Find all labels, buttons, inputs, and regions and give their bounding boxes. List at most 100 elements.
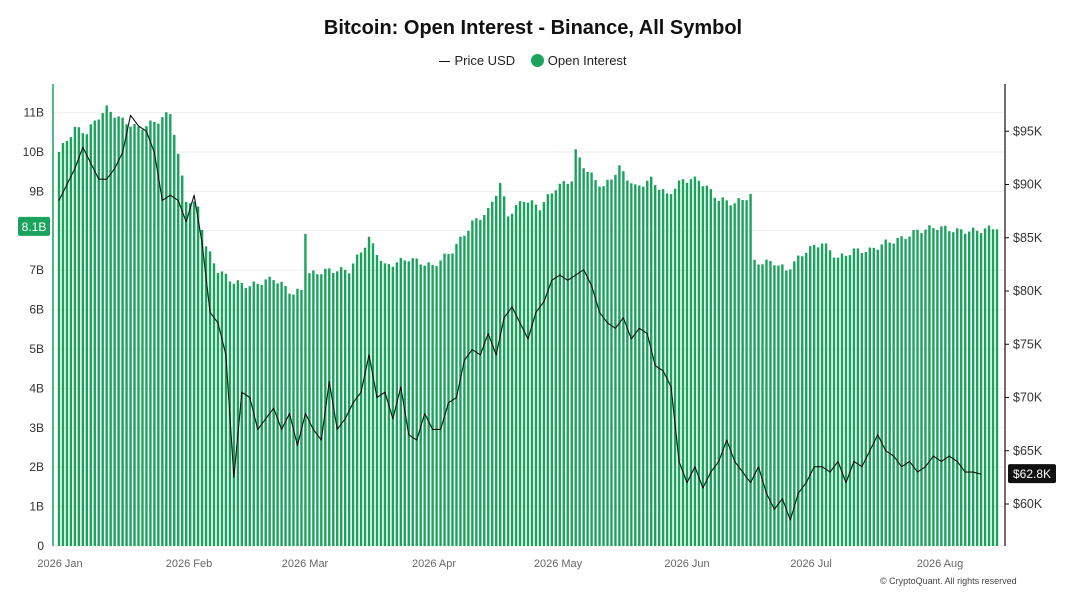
oi-bar bbox=[650, 176, 653, 546]
oi-bar bbox=[184, 201, 188, 547]
oi-bar bbox=[69, 137, 73, 546]
oi-bar bbox=[483, 215, 486, 546]
oi-bar bbox=[896, 237, 899, 547]
oi-bar bbox=[920, 233, 923, 546]
oi-bar bbox=[864, 251, 868, 546]
oi-bar bbox=[781, 264, 784, 546]
oi-bar bbox=[713, 197, 717, 546]
oi-bar bbox=[884, 239, 887, 546]
oi-bar bbox=[399, 257, 403, 546]
oi-bar bbox=[463, 235, 466, 546]
oi-bar bbox=[97, 119, 100, 546]
oi-bar bbox=[332, 272, 335, 546]
oi-bar bbox=[828, 250, 832, 547]
oi-bar bbox=[697, 180, 701, 546]
y-left-tick-label: 0 bbox=[37, 539, 44, 553]
oi-bar bbox=[435, 266, 438, 546]
oi-bar bbox=[757, 264, 760, 546]
oi-bar bbox=[518, 201, 522, 546]
oi-bar bbox=[137, 126, 140, 546]
oi-bar bbox=[681, 179, 685, 546]
oi-bar bbox=[717, 200, 720, 546]
oi-bar bbox=[975, 230, 979, 547]
oi-bar bbox=[506, 216, 510, 546]
x-tick-label: 2026 Aug bbox=[917, 558, 964, 570]
oi-bar bbox=[948, 231, 951, 547]
oi-bar bbox=[872, 247, 875, 546]
oi-bar bbox=[284, 286, 287, 546]
oi-bar bbox=[912, 230, 915, 546]
oi-bar bbox=[924, 229, 927, 546]
oi-bar bbox=[232, 283, 236, 546]
oi-bar bbox=[562, 181, 565, 547]
oi-bar bbox=[355, 254, 359, 547]
x-tick-label: 2026 Feb bbox=[166, 558, 212, 570]
oi-bar bbox=[876, 249, 879, 546]
oi-bar bbox=[944, 225, 947, 547]
oi-bar bbox=[169, 114, 172, 546]
oi-bar bbox=[359, 252, 363, 546]
oi-bar bbox=[848, 255, 852, 547]
oi-bar bbox=[956, 228, 959, 546]
oi-bar bbox=[431, 264, 434, 546]
legend-item-price[interactable]: Price USD bbox=[439, 53, 515, 68]
oi-bar bbox=[161, 117, 164, 547]
price-line bbox=[58, 114, 982, 521]
oi-bar bbox=[502, 196, 506, 547]
oi-bar bbox=[439, 260, 442, 546]
oi-bar bbox=[57, 152, 61, 546]
oi-bar bbox=[753, 259, 756, 546]
oi-bar bbox=[709, 189, 713, 546]
oi-bar bbox=[987, 225, 991, 546]
oi-bar bbox=[558, 183, 561, 546]
oi-bar bbox=[165, 112, 168, 546]
oi-bar bbox=[840, 253, 844, 547]
oi-bar bbox=[983, 228, 987, 547]
y-right-tick-label: $75K bbox=[1013, 337, 1043, 351]
oi-bar bbox=[773, 265, 776, 546]
oi-bar bbox=[936, 229, 939, 546]
dot-marker-icon bbox=[530, 54, 544, 68]
oi-bar bbox=[177, 153, 180, 546]
y-right-tick-label: $60K bbox=[1013, 497, 1043, 511]
oi-bar bbox=[61, 142, 65, 546]
price-line-layer bbox=[58, 114, 982, 521]
oi-bar bbox=[892, 243, 895, 546]
y-left-tick-label: 7B bbox=[29, 263, 44, 277]
oi-bar bbox=[204, 246, 208, 546]
oi-bar bbox=[244, 288, 248, 546]
y-left-tick-label: 2B bbox=[29, 460, 44, 474]
oi-bar bbox=[89, 124, 92, 546]
oi-bar bbox=[832, 257, 836, 546]
oi-bar bbox=[495, 195, 498, 547]
oi-bar bbox=[212, 263, 216, 546]
oi-bar bbox=[312, 270, 315, 546]
chart-legend: Price USD Open Interest bbox=[0, 52, 1066, 68]
oi-bar bbox=[419, 264, 422, 546]
oi-bar bbox=[379, 260, 383, 546]
y-left-tick-label: 11B bbox=[24, 106, 44, 120]
oi-bar bbox=[618, 165, 621, 546]
oi-bar bbox=[570, 181, 573, 546]
oi-bar bbox=[928, 225, 931, 546]
oi-bar bbox=[264, 279, 267, 546]
oi-bar bbox=[383, 263, 387, 546]
oi-bar bbox=[491, 201, 494, 547]
oi-bar bbox=[574, 149, 577, 546]
oi-bar bbox=[705, 185, 709, 546]
oi-bar bbox=[785, 270, 788, 546]
oi-bar bbox=[351, 263, 355, 546]
line-marker-icon bbox=[439, 61, 451, 63]
oi-bar bbox=[391, 266, 395, 546]
oi-bar bbox=[248, 286, 251, 546]
oi-bar bbox=[141, 129, 144, 546]
oi-bar bbox=[626, 180, 629, 547]
oi-bar bbox=[554, 190, 558, 546]
y-left-tick-label: 6B bbox=[29, 303, 44, 317]
oi-bar bbox=[908, 236, 911, 546]
legend-item-open-interest[interactable]: Open Interest bbox=[530, 53, 627, 68]
oi-bar bbox=[133, 123, 136, 546]
oi-bar bbox=[614, 174, 617, 547]
oi-bar bbox=[268, 276, 271, 546]
